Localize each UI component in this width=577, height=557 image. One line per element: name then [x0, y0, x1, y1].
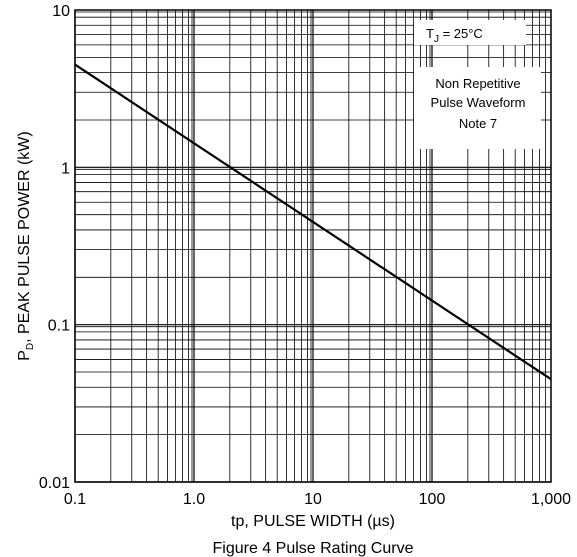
y-tick-label-0.1: 0.1 — [48, 318, 70, 335]
plot-frame — [74, 9, 552, 483]
x-tick-labels: 0.1 1.0 10 100 1,000 — [64, 491, 571, 508]
y-tick-label-10: 10 — [52, 3, 70, 20]
note-annotation: Non Repetitive Pulse Waveform Note 7 — [414, 67, 541, 149]
x-tick-label-1000: 1,000 — [531, 491, 571, 508]
x-tick-label-0.1: 0.1 — [64, 491, 86, 508]
temperature-annotation: TJ = 25°C — [414, 20, 526, 45]
y-axis-title: PD, PEAK PULSE POWER (kW) — [16, 131, 36, 361]
note-box — [414, 67, 541, 149]
grid-lines — [74, 10, 551, 483]
y-tick-labels: 0.01 0.1 1 10 — [39, 3, 70, 492]
series-group — [74, 63, 552, 381]
y-tick-label-0.01: 0.01 — [39, 475, 70, 492]
note-line-1: Non Repetitive — [435, 76, 520, 91]
temperature-label: TJ = 25°C — [426, 26, 483, 45]
x-axis-title: tp, PULSE WIDTH (µs) — [231, 513, 395, 530]
temperature-box — [414, 20, 526, 45]
y-tick-label-1: 1 — [61, 160, 70, 177]
x-tick-label-10: 10 — [304, 491, 322, 508]
x-tick-label-100: 100 — [419, 491, 446, 508]
note-line-2: Pulse Waveform — [431, 95, 526, 110]
note-line-3: Note 7 — [459, 116, 497, 131]
x-tick-label-1.0: 1.0 — [183, 491, 205, 508]
figure-caption: Figure 4 Pulse Rating Curve — [213, 540, 414, 557]
series-line-0 — [74, 63, 552, 381]
